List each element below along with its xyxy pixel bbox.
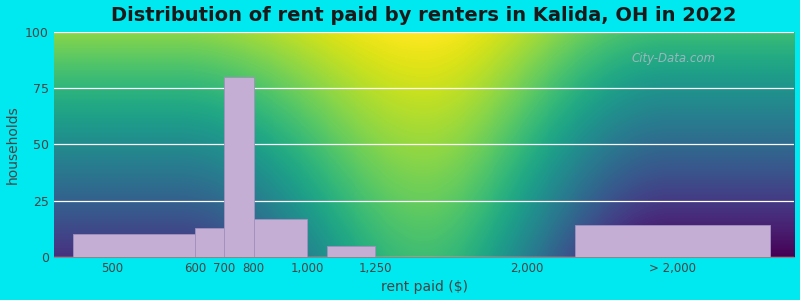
Bar: [326, 246, 375, 257]
X-axis label: rent paid ($): rent paid ($): [381, 280, 468, 294]
Bar: [74, 235, 195, 257]
Bar: [224, 77, 254, 257]
Text: City-Data.com: City-Data.com: [631, 52, 716, 65]
Bar: [254, 219, 307, 257]
Y-axis label: households: households: [6, 105, 19, 184]
Bar: [195, 228, 224, 257]
Bar: [575, 226, 770, 257]
Title: Distribution of rent paid by renters in Kalida, OH in 2022: Distribution of rent paid by renters in …: [111, 6, 737, 25]
